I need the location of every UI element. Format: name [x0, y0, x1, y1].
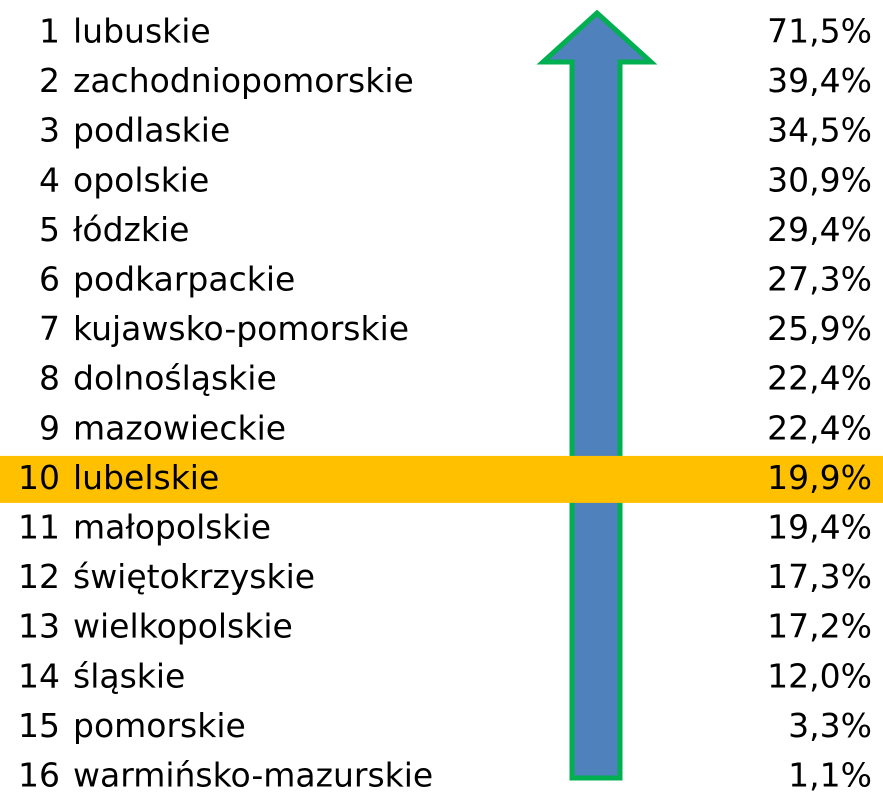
rank: 9	[39, 408, 60, 447]
percentage: 25,9%	[767, 309, 872, 348]
rank: 14	[18, 656, 60, 695]
percentage: 17,3%	[767, 557, 872, 596]
rank: 4	[39, 160, 60, 199]
percentage: 22,4%	[767, 359, 872, 398]
region-name: opolskie	[73, 160, 209, 199]
percentage: 17,2%	[767, 607, 872, 646]
percentage: 22,4%	[767, 408, 872, 447]
percentage: 30,9%	[767, 160, 872, 199]
percentage: 3,3%	[788, 706, 872, 745]
region-name: dolnośląskie	[73, 359, 277, 398]
percentage: 19,4%	[767, 508, 872, 547]
rank: 1	[39, 12, 60, 51]
rank: 15	[18, 706, 60, 745]
rank: 12	[18, 557, 60, 596]
region-name: podlaskie	[73, 111, 230, 150]
percentage: 71,5%	[767, 12, 872, 51]
highlight-band	[0, 455, 883, 503]
region-name: zachodniopomorskie	[73, 61, 414, 100]
percentage: 19,9%	[767, 458, 872, 497]
rank: 3	[39, 111, 60, 150]
percentage: 34,5%	[767, 111, 872, 150]
rank: 7	[39, 309, 60, 348]
region-name: pomorskie	[73, 706, 246, 745]
region-name: kujawsko-pomorskie	[73, 309, 409, 348]
region-name: warmińsko-mazurskie	[73, 756, 433, 794]
region-name: wielkopolskie	[73, 607, 293, 646]
rows: 1 lubuskie 71,5%2 zachodniopomorskie 39,4%3 p…	[18, 12, 872, 795]
percentage: 39,4%	[767, 61, 872, 100]
percentage: 27,3%	[767, 260, 872, 299]
region-name: mazowieckie	[73, 408, 286, 447]
rank: 10	[18, 458, 60, 497]
region-name: małopolskie	[73, 508, 271, 547]
rank: 8	[39, 359, 60, 398]
percentage: 1,1%	[788, 756, 872, 794]
rank: 13	[18, 607, 60, 646]
percentage: 12,0%	[767, 656, 872, 695]
rank: 2	[39, 61, 60, 100]
rank: 16	[18, 756, 60, 794]
rank: 6	[39, 260, 60, 299]
region-name: łódzkie	[73, 210, 189, 249]
rank: 5	[39, 210, 60, 249]
region-name: świętokrzyskie	[73, 557, 315, 596]
region-name: lubuskie	[73, 12, 211, 51]
region-name: śląskie	[73, 656, 185, 695]
up-arrow	[536, 9, 658, 781]
region-name: podkarpackie	[73, 260, 295, 299]
percentage: 29,4%	[767, 210, 872, 249]
region-name: lubelskie	[73, 458, 219, 497]
rank: 11	[18, 508, 60, 547]
